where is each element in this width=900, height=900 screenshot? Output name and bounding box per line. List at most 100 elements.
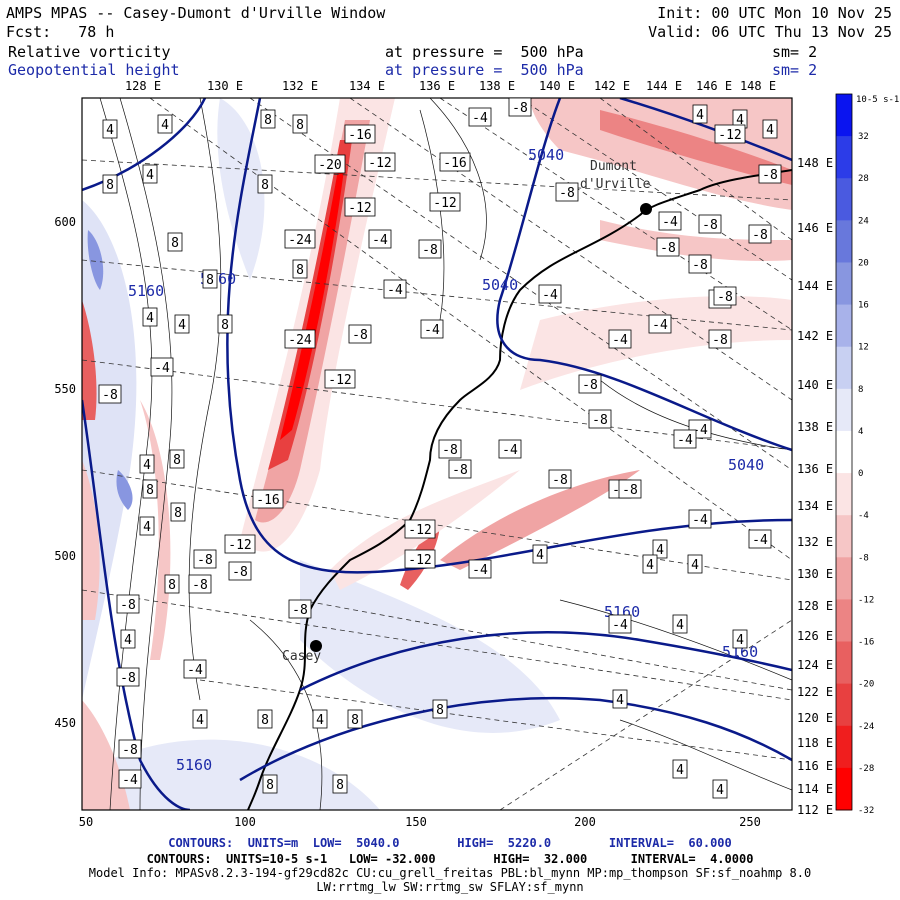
height-contour-label: 5040 (482, 276, 518, 294)
right-longitude-label: 124 E (797, 658, 833, 672)
svg-text:4: 4 (106, 123, 114, 138)
svg-text:-4: -4 (387, 283, 403, 298)
svg-text:-24: -24 (288, 333, 312, 348)
vorticity-contour-label: 4 (174, 314, 190, 334)
colorbar-border (835, 93, 853, 811)
vorticity-contour-label: 4 (142, 164, 158, 184)
svg-text:4: 4 (146, 168, 154, 183)
top-longitude-label: 144 E (646, 79, 682, 93)
right-longitude-label: 138 E (797, 420, 833, 434)
field2-name: Geopotential height (8, 61, 180, 79)
svg-text:-16: -16 (256, 493, 279, 508)
vorticity-contour-label: -8 (656, 237, 680, 257)
height-contour-label: 5160 (722, 643, 758, 661)
vorticity-contour-label: -4 (608, 329, 632, 349)
top-longitude-label: 140 E (539, 79, 575, 93)
x-tick-label: 50 (79, 815, 93, 829)
valid-time: Valid: 06 UTC Thu 13 Nov 25 (648, 23, 892, 41)
right-longitude-label: 132 E (797, 535, 833, 549)
vorticity-contour-label: 8 (167, 232, 183, 252)
model-physics: LW:rrtmg_lw SW:rrtmg_sw SFLAY:sf_mynn (316, 880, 584, 894)
vorticity-contour-label: 8 (102, 174, 118, 194)
svg-text:4: 4 (143, 458, 151, 473)
model-info: Model Info: MPASv8.2.3-194-gf29cd82c CU:… (88, 866, 812, 880)
positive-vorticity-area (87, 230, 104, 290)
vorticity-contour-label: -20 (314, 154, 346, 174)
vorticity-contour-label: 4 (102, 119, 118, 139)
svg-text:8: 8 (171, 236, 179, 251)
vorticity-contour-label: 8 (257, 174, 273, 194)
svg-text:4: 4 (161, 118, 169, 133)
colorbar-swatch (836, 430, 852, 474)
svg-text:4: 4 (696, 108, 704, 123)
svg-text:-8: -8 (582, 378, 598, 393)
positive-vorticity-area (217, 98, 265, 280)
field1-level: at pressure = 500 hPa (385, 43, 584, 61)
colorbar-tick-label: 28 (858, 174, 869, 184)
vorticity-contour-label: -12 (224, 534, 256, 554)
svg-text:8: 8 (296, 263, 304, 278)
negative-vorticity-area (82, 700, 130, 810)
svg-text:4: 4 (536, 548, 544, 563)
right-longitude-label: 146 E (797, 221, 833, 235)
vorticity-contour-label: -4 (658, 211, 682, 231)
colorbar-tick-label: -24 (858, 722, 874, 732)
vorticity-contour-label: -8 (188, 574, 212, 594)
vorticity-contour-label: 4 (532, 544, 548, 564)
vorticity-contour-label: -8 (708, 329, 732, 349)
vorticity-contour-label: -4 (468, 559, 492, 579)
negative-vorticity-area (82, 300, 97, 420)
field2-smoothing: sm= 2 (772, 61, 818, 79)
svg-text:-8: -8 (452, 463, 468, 478)
top-longitude-label: 134 E (349, 79, 385, 93)
coastline (247, 169, 792, 810)
positive-vorticity-area (110, 739, 380, 810)
svg-text:-4: -4 (424, 323, 440, 338)
svg-text:-12: -12 (408, 553, 431, 568)
svg-text:4: 4 (178, 318, 186, 333)
svg-text:4: 4 (691, 558, 699, 573)
colorbar-swatch (836, 136, 852, 179)
colorbar-tick-label: 0 (858, 469, 863, 479)
svg-text:8: 8 (146, 483, 154, 498)
field2-level: at pressure = 500 hPa (385, 61, 584, 79)
colorbar-swatch (836, 473, 852, 516)
svg-text:-12: -12 (228, 538, 251, 553)
vorticity-contour-label: -4 (183, 659, 207, 679)
svg-text:4: 4 (676, 618, 684, 633)
svg-text:-12: -12 (328, 373, 351, 388)
svg-text:-12: -12 (408, 523, 431, 538)
svg-text:4: 4 (716, 783, 724, 798)
svg-text:-8: -8 (512, 101, 528, 116)
vorticity-contour-label: -12 (324, 369, 356, 389)
svg-text:-12: -12 (348, 201, 371, 216)
svg-text:4: 4 (656, 543, 664, 558)
right-longitude-label: 130 E (797, 567, 833, 581)
station-name-dumont-line2: d'Urville (580, 177, 651, 192)
vorticity-contour-label: -8 (448, 459, 472, 479)
field1-smoothing: sm= 2 (772, 43, 818, 61)
top-longitude-label: 132 E (282, 79, 318, 93)
colorbar-swatch (836, 388, 852, 432)
svg-text:8: 8 (266, 778, 274, 793)
svg-text:-8: -8 (122, 743, 138, 758)
vorticity-contour-label: 8 (164, 574, 180, 594)
vorticity-contour-label: -4 (468, 107, 492, 127)
vorticity-contour-label: 4 (142, 307, 158, 327)
svg-text:-4: -4 (677, 433, 693, 448)
vorticity-contour-label: -16 (439, 152, 471, 172)
vorticity-contour-label: -4 (538, 284, 562, 304)
svg-text:-12: -12 (433, 196, 456, 211)
y-tick-label: 550 (54, 382, 76, 396)
vorticity-contour-label: 8 (262, 774, 278, 794)
svg-text:8: 8 (436, 703, 444, 718)
station-marker-casey (310, 640, 322, 652)
vorticity-contour-label: -4 (673, 429, 697, 449)
colorbar-swatch (836, 94, 852, 137)
vorticity-contour-label: 4 (652, 539, 668, 559)
height-contour-label: 5040 (528, 146, 564, 164)
svg-text:-8: -8 (622, 483, 638, 498)
vorticity-contour-label: 4 (692, 104, 708, 124)
right-longitude-label: 126 E (797, 629, 833, 643)
svg-text:8: 8 (168, 578, 176, 593)
